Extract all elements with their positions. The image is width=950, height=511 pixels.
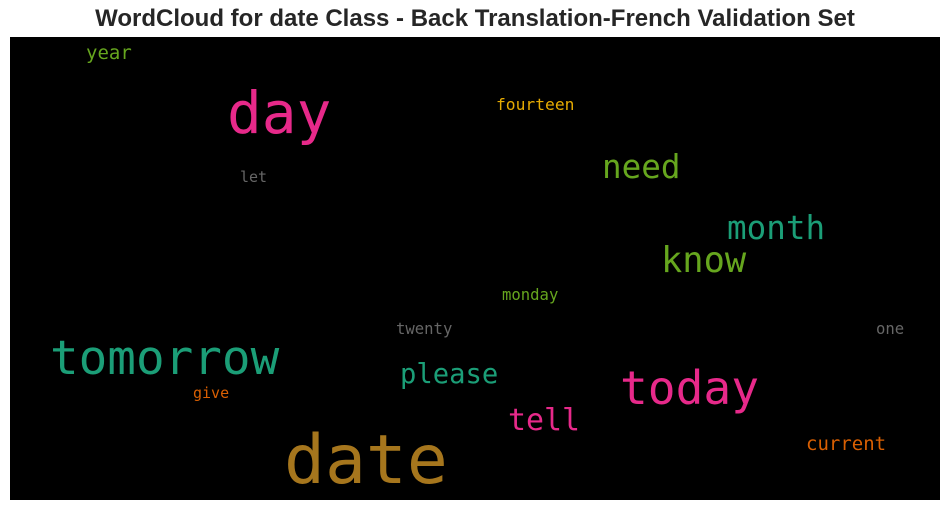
word-monday: monday (502, 286, 559, 304)
word-cloud-panel: date day tomorrow today know need month … (10, 37, 940, 500)
word-tomorrow: tomorrow (50, 331, 280, 386)
word-give: give (193, 384, 230, 402)
word-today: today (620, 361, 760, 415)
word-need: need (602, 148, 681, 186)
word-let: let (240, 168, 268, 186)
chart-title: WordCloud for date Class - Back Translat… (95, 5, 855, 32)
word-current: current (806, 433, 887, 455)
word-twenty: twenty (396, 320, 453, 338)
word-please: please (400, 359, 499, 390)
word-month: month (727, 209, 826, 247)
word-know: know (661, 240, 747, 281)
word-year: year (86, 42, 132, 64)
word-fourteen: fourteen (496, 95, 575, 114)
word-tell: tell (508, 403, 580, 438)
word-one: one (876, 320, 905, 338)
word-date: date (284, 421, 448, 500)
word-day: day (227, 79, 332, 147)
